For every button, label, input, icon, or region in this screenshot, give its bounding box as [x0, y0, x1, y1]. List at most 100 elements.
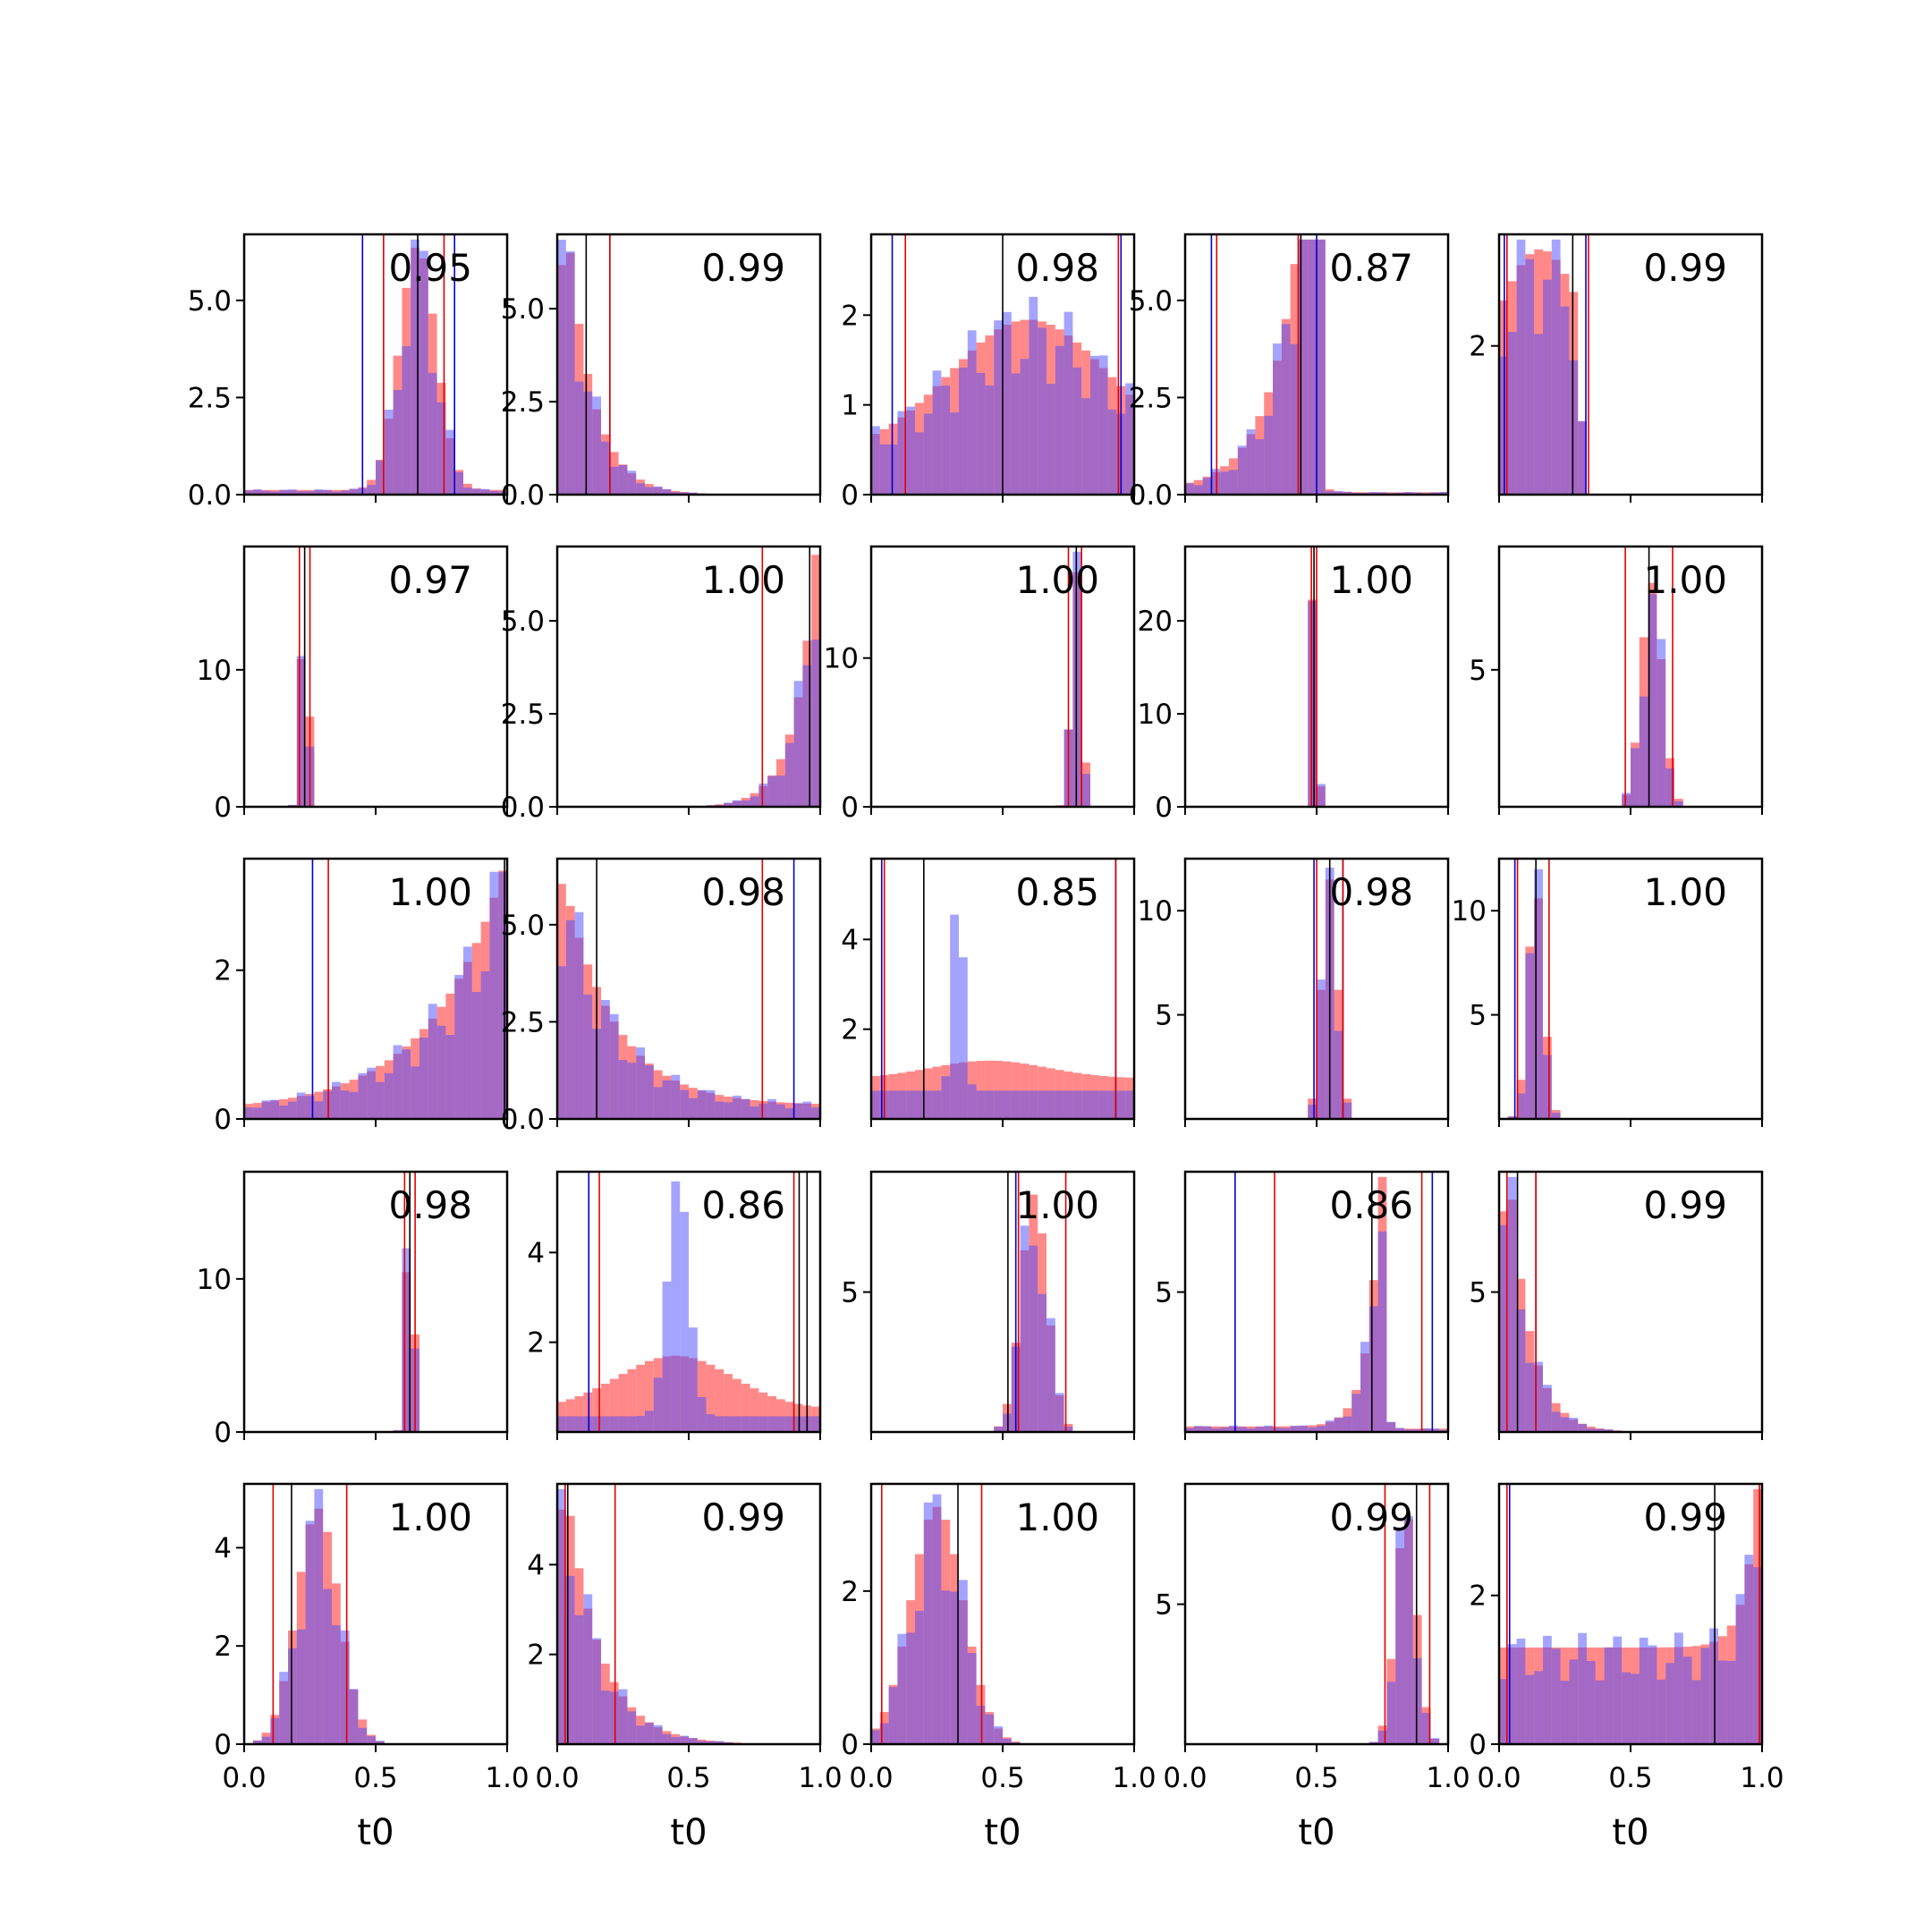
bar-blue: [1718, 1660, 1727, 1744]
bar-blue: [1639, 1637, 1648, 1744]
bar-blue: [724, 1102, 733, 1119]
bar-blue: [1255, 1427, 1265, 1432]
y-tick-label: 0: [841, 479, 859, 512]
y-tick-label: 10: [1452, 895, 1487, 928]
bar-blue: [1507, 1176, 1517, 1432]
bar-blue: [1421, 1428, 1431, 1432]
bar-blue: [1308, 239, 1317, 495]
x-axis-label: t0: [1612, 1812, 1648, 1853]
bar-blue: [1430, 492, 1440, 495]
bar-blue: [471, 992, 481, 1119]
panel-annotation: 0.99: [701, 246, 785, 290]
bar-blue: [932, 1090, 942, 1119]
bar-blue: [776, 1416, 785, 1432]
bar-blue: [1516, 1093, 1526, 1119]
bar-blue: [454, 974, 463, 1119]
bar-blue: [871, 426, 880, 495]
bar-blue: [793, 681, 803, 807]
bar-blue: [340, 490, 350, 495]
bar-blue: [636, 1415, 645, 1432]
bar-blue: [793, 1103, 803, 1119]
bar-blue: [1055, 1393, 1064, 1432]
bar-blue: [1604, 1428, 1614, 1432]
bar-blue: [1317, 239, 1326, 495]
bar-blue: [1377, 1231, 1387, 1432]
x-tick-label: 0.5: [666, 1762, 710, 1794]
bar-blue: [959, 1580, 968, 1744]
bar-blue: [1604, 1647, 1614, 1744]
bar-blue: [1560, 306, 1570, 495]
bar-blue: [897, 1633, 907, 1744]
panel-annotation: 0.98: [1015, 246, 1099, 290]
bar-red: [618, 1374, 628, 1432]
bar-blue: [411, 239, 419, 495]
bar-blue: [1020, 359, 1030, 495]
bar-blue: [767, 1098, 776, 1119]
bar-red: [750, 1388, 759, 1432]
bar-blue: [967, 1653, 977, 1744]
bar-blue: [1569, 1659, 1579, 1744]
bar-blue: [994, 1427, 1003, 1432]
bar-blue: [1543, 279, 1552, 495]
x-tick-label: 1.0: [485, 1762, 529, 1794]
bar-blue: [671, 1074, 681, 1119]
bar-blue: [662, 1080, 672, 1119]
panel-annotation: 1.00: [388, 1496, 472, 1539]
y-tick-label: 2: [527, 1327, 545, 1360]
bar-blue: [1525, 953, 1535, 1119]
bar-blue: [583, 391, 593, 495]
y-tick-label: 2.5: [188, 382, 232, 414]
bar-blue: [967, 1084, 977, 1119]
bar-blue: [1639, 696, 1648, 807]
bar-blue: [489, 490, 499, 495]
bar-blue: [1569, 1418, 1579, 1432]
bar-blue: [1237, 445, 1247, 495]
x-tick-label: 1.0: [1740, 1762, 1784, 1794]
bar-blue: [1657, 1679, 1666, 1744]
panel-annotation: 0.87: [1329, 246, 1413, 290]
bar-red: [767, 1395, 776, 1432]
bar-blue: [376, 460, 385, 495]
bar-blue: [802, 665, 812, 807]
bar-blue: [1107, 409, 1117, 495]
bar-blue: [994, 1090, 1003, 1119]
panel-annotation: 0.86: [701, 1183, 785, 1227]
bar-blue: [1430, 1738, 1440, 1744]
bar-blue: [1525, 1674, 1535, 1744]
bar-blue: [776, 1104, 785, 1119]
bar-blue: [906, 406, 915, 495]
bar-blue: [724, 1416, 733, 1432]
bar-blue: [1560, 1681, 1570, 1744]
bar-blue: [1404, 1429, 1413, 1432]
bar-blue: [557, 966, 566, 1119]
x-axis-label: t0: [357, 1812, 394, 1853]
bar-blue: [1246, 1428, 1256, 1432]
bar-blue: [750, 796, 759, 807]
bar-blue: [296, 656, 306, 807]
x-tick-label: 0.0: [535, 1762, 579, 1794]
panel-annotation: 0.98: [1329, 870, 1413, 914]
bar-red: [565, 1399, 575, 1432]
bar-blue: [252, 1107, 262, 1119]
y-tick-label: 5.0: [501, 293, 545, 326]
bar-blue: [994, 1726, 1003, 1744]
bar-blue: [689, 1097, 698, 1119]
bar-blue: [323, 489, 332, 495]
bar-blue: [1404, 1515, 1413, 1744]
bar-blue: [1709, 1628, 1718, 1744]
panel-annotation: 1.00: [1643, 558, 1727, 602]
y-tick-label: 0.0: [501, 479, 545, 512]
bar-blue: [733, 1095, 741, 1119]
bar-blue: [1055, 1090, 1064, 1119]
bar-blue: [1360, 1342, 1369, 1432]
y-tick-label: 5: [1155, 1277, 1173, 1309]
y-tick-label: 5.0: [188, 285, 232, 318]
bar-red: [985, 1060, 995, 1119]
bar-blue: [557, 1488, 566, 1744]
bar-red: [776, 1399, 785, 1432]
bar-blue: [645, 1065, 654, 1119]
bar-blue: [1753, 1567, 1762, 1744]
bar-blue: [811, 1416, 820, 1432]
y-tick-label: 2: [1469, 331, 1487, 363]
bar-blue: [1308, 1105, 1317, 1119]
